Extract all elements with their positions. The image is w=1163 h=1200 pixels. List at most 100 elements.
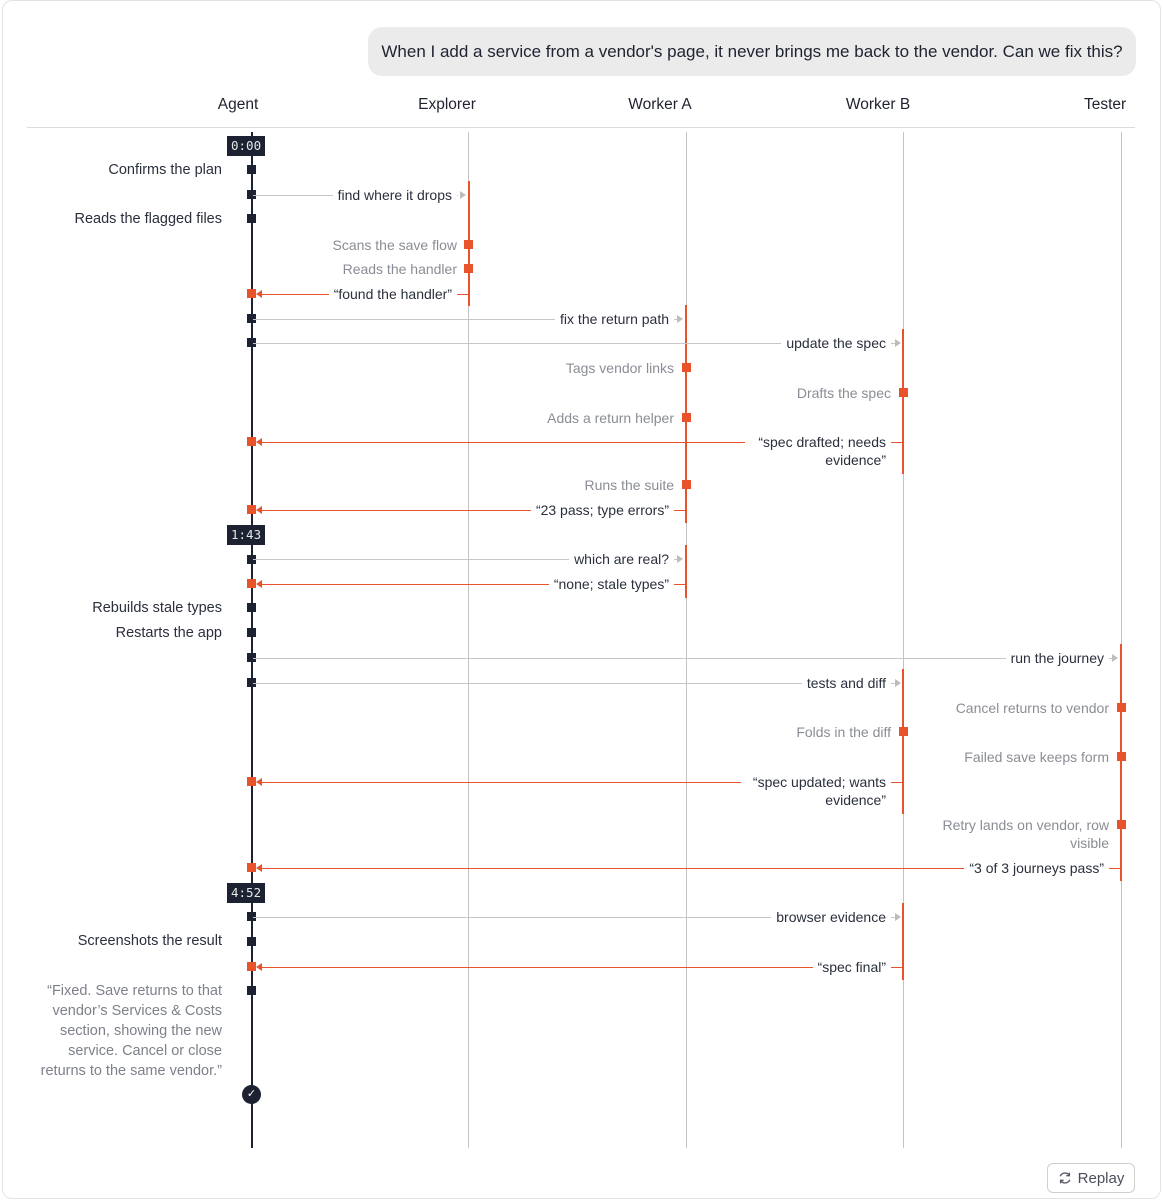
agent-return-marker [247,863,256,872]
return-line [258,967,902,968]
return-line [258,868,1120,869]
agent-step-marker [247,937,256,946]
agent-return-marker [247,777,256,786]
worker-note: Tags vendor links [565,360,674,376]
return-label: “spec final” [812,958,891,976]
message-line [253,343,895,344]
refresh-icon [1059,1172,1071,1184]
message-label: tests and diff [801,674,891,692]
return-label: “found the handler” [328,285,457,303]
header-divider [27,127,1135,128]
return-label: “spec drafted; needs evidence” [745,433,891,469]
timestamp-badge: 0:00 [227,136,266,156]
lifeline-tester [1121,132,1122,1148]
user-prompt-bubble: When I add a service from a vendor's pag… [368,27,1136,76]
agent-note: Screenshots the result [77,933,222,949]
worker-step-marker [464,240,473,249]
worker-step-marker [1117,703,1126,712]
lane-title-tester: Tester [1084,96,1127,113]
return-label: “spec updated; wants evidence” [741,773,891,809]
message-label: browser evidence [771,908,891,926]
arrow-left-icon [256,778,262,786]
agent-step-marker [247,986,256,995]
arrow-right-icon [895,679,901,687]
arrow-right-icon [677,315,683,323]
worker-note: Failed save keeps form [964,749,1109,765]
message-line [253,559,677,560]
worker-step-marker [682,413,691,422]
worker-step-marker [464,264,473,273]
lane-title-worker-b: Worker B [845,96,911,113]
agent-note: Restarts the app [115,625,222,641]
worker-step-marker [682,480,691,489]
activation-worker-b-2 [902,669,904,814]
timestamp-badge: 4:52 [227,883,266,903]
worker-note: Retry lands on vendor, row visible [942,817,1109,851]
arrow-right-icon [677,555,683,563]
agent-step-marker [247,555,256,564]
agent-note: Rebuilds stale types [92,600,222,616]
worker-step-marker [1117,820,1126,829]
lifeline-agent [251,132,253,1148]
agent-note: Reads the flagged files [74,211,222,227]
agent-step-marker [247,628,256,637]
agent-return-marker [247,437,256,446]
activation-tester [1120,644,1122,881]
lane-title-worker-a: Worker A [628,96,692,113]
worker-note: Runs the suite [584,477,675,493]
agent-return-marker [247,289,256,298]
lifeline-explorer [468,132,469,1148]
message-line [253,319,677,320]
activation-worker-b-3 [902,903,904,980]
arrow-right-icon [460,191,466,199]
user-prompt-text: When I add a service from a vendor's pag… [381,41,1123,61]
arrow-left-icon [256,438,262,446]
agent-return-marker [247,962,256,971]
return-label: “3 of 3 journeys pass” [964,859,1109,877]
lane-title-agent: Agent [217,96,259,113]
worker-note: Scans the save flow [332,237,457,253]
agent-step-marker [247,165,256,174]
message-label: run the journey [1005,649,1109,667]
message-label: which are real? [569,550,674,568]
return-label: “23 pass; type errors” [530,501,674,519]
arrow-left-icon [256,506,262,514]
timestamp-badge: 1:43 [227,525,266,545]
worker-step-marker [899,727,908,736]
worker-note: Drafts the spec [796,385,891,401]
worker-note: Adds a return helper [547,410,674,426]
message-label: update the spec [781,334,891,352]
arrow-right-icon [895,913,901,921]
agent-return-marker [247,579,256,588]
message-line [253,683,895,684]
arrow-left-icon [256,864,262,872]
arrow-left-icon [256,290,262,298]
return-line [258,442,902,443]
replay-button[interactable]: Replay [1047,1163,1135,1193]
agent-step-marker [247,190,256,199]
message-line [253,658,1113,659]
arrow-left-icon [256,963,262,971]
lifeline-worker-b [903,132,904,1148]
return-line [258,782,902,783]
check-icon: ✓ [242,1085,261,1104]
lane-title-explorer: Explorer [418,96,476,113]
worker-step-marker [682,363,691,372]
return-line [258,510,685,511]
worker-note: Folds in the diff [796,724,891,740]
message-line [253,917,895,918]
arrow-left-icon [256,580,262,588]
agent-step-marker [247,603,256,612]
activation-worker-b-1 [902,329,904,474]
agent-step-marker [247,653,256,662]
return-label: “none; stale types” [548,575,674,593]
worker-note: Reads the handler [342,261,457,277]
agent-step-marker [247,338,256,347]
agent-step-marker [247,314,256,323]
agent-note: Confirms the plan [108,162,222,178]
message-label: find where it drops [332,186,457,204]
agent-return-marker [247,505,256,514]
return-line [258,584,685,585]
arrow-right-icon [1112,654,1118,662]
